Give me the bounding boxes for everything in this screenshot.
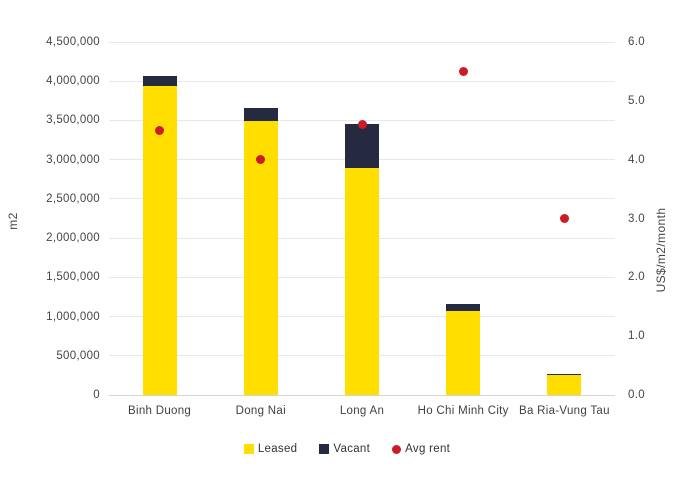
vacant-swatch-icon <box>319 444 330 454</box>
bar-segment-leased <box>547 374 582 395</box>
avg-rent-swatch-icon <box>392 444 402 454</box>
left-axis-title: m2 <box>6 212 20 230</box>
left-axis-tick-label: 3,500,000 <box>46 114 100 127</box>
left-axis-tick-label: 4,000,000 <box>46 75 100 88</box>
right-axis-tick-label: 4.0 <box>628 153 645 166</box>
left-axis-tick-label: 0 <box>93 389 100 401</box>
legend: Leased Vacant Avg rent <box>0 443 694 455</box>
bar-segment-leased <box>446 311 481 395</box>
x-axis-category-label: Long An <box>339 405 385 417</box>
left-axis-tick-label: 1,000,000 <box>46 310 100 323</box>
x-axis-category-label: Ba Ria-Vung Tau <box>518 405 610 417</box>
leased-swatch-icon <box>243 444 254 454</box>
left-axis-tick-label: 2,500,000 <box>46 192 100 205</box>
legend-item-vacant: Vacant <box>319 443 370 455</box>
bar-segment-leased <box>142 85 177 395</box>
avg-rent-dot <box>155 125 165 135</box>
x-axis-line <box>109 394 615 396</box>
avg-rent-dot <box>458 66 468 76</box>
left-axis-tick-label: 2,000,000 <box>46 232 100 245</box>
avg-rent-dot <box>357 119 367 129</box>
bar-segment-leased <box>243 121 278 395</box>
x-axis-category-label: Binh Duong <box>128 405 192 417</box>
bar-segment-vacant <box>142 75 177 86</box>
legend-item-avg-rent: Avg rent <box>392 443 450 455</box>
left-axis-tick-label: 1,500,000 <box>46 271 100 284</box>
right-axis-tick-label: 5.0 <box>628 94 645 107</box>
right-axis-tick-label: 1.0 <box>628 330 645 343</box>
left-axis-tick-label: 500,000 <box>56 349 100 362</box>
avg-rent-dot <box>256 155 266 165</box>
right-axis-tick-label: 6.0 <box>628 36 645 48</box>
left-axis-tick-label: 3,000,000 <box>46 153 100 166</box>
x-axis-category-label: Dong Nai <box>235 405 286 417</box>
bar-segment-leased <box>345 168 379 395</box>
x-axis-category-label: Ho Chi Minh City <box>417 405 509 417</box>
legend-label-vacant: Vacant <box>333 443 371 455</box>
legend-label-avg-rent: Avg rent <box>405 443 451 455</box>
bar-segment-vacant <box>446 304 481 312</box>
bar-segment-vacant <box>345 124 379 169</box>
gridline <box>109 80 615 82</box>
avg-rent-dot <box>559 214 569 223</box>
legend-item-leased: Leased <box>243 443 298 455</box>
gridline <box>109 41 615 43</box>
right-axis-tick-label: 0.0 <box>628 389 645 401</box>
legend-label-leased: Leased <box>257 443 298 455</box>
left-axis-tick-label: 4,500,000 <box>46 36 100 48</box>
right-axis-tick-label: 2.0 <box>628 271 645 284</box>
right-axis-title: US$/m2/month <box>654 207 668 293</box>
bar-segment-vacant <box>243 107 278 122</box>
right-axis-tick-label: 3.0 <box>628 212 645 225</box>
bar-segment-vacant <box>547 374 582 376</box>
